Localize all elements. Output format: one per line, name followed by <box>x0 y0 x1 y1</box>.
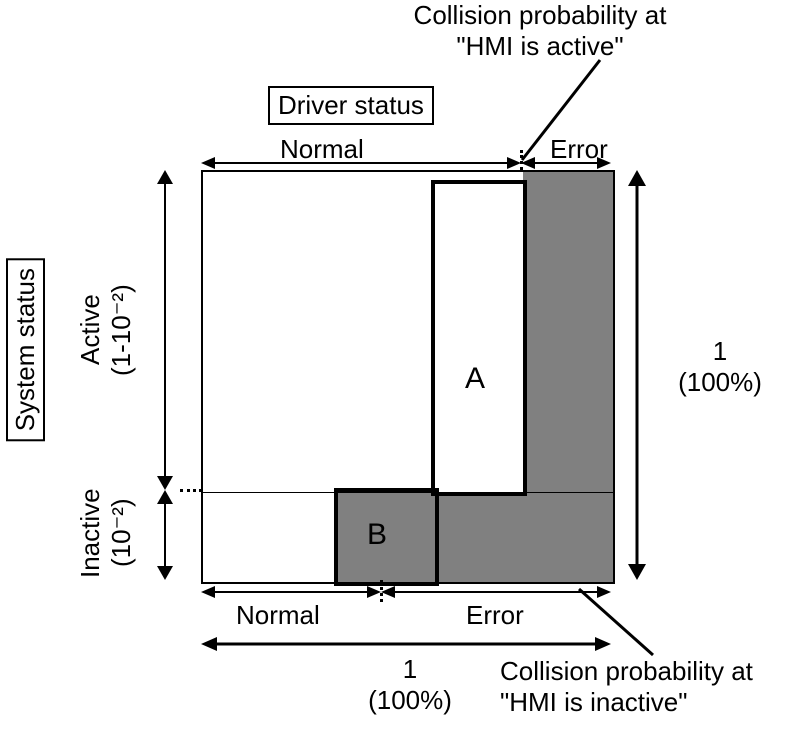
region-a-outline <box>431 180 527 496</box>
right-total-100: (100%) <box>678 367 762 397</box>
system-inactive-label: Inactive (10⁻²) <box>75 478 137 588</box>
bottom-total-label: 1 (100%) <box>350 654 470 716</box>
bottom-error-tick <box>380 580 383 602</box>
bottom-total-100: (100%) <box>368 685 452 715</box>
bottom-total-arrow <box>201 636 611 652</box>
top-normal-arrow <box>201 156 521 170</box>
inactive-word: Inactive <box>75 488 105 578</box>
inactive-value: (10⁻²) <box>106 499 136 568</box>
inactive-tick <box>180 489 202 492</box>
active-value: (1-10⁻²) <box>106 284 136 376</box>
right-total-label: 1 (100%) <box>660 336 780 398</box>
bottom-normal-arrow <box>201 585 381 599</box>
right-total-1: 1 <box>713 336 727 366</box>
bottom-total-1: 1 <box>403 654 417 684</box>
probability-square: A B <box>201 170 615 584</box>
bottom-annotation: Collision probability at "HMI is inactiv… <box>500 656 800 718</box>
driver-status-box: Driver status <box>268 86 434 125</box>
system-status-box: System status <box>6 258 45 441</box>
region-b-label: B <box>367 518 387 552</box>
bottom-normal-label: Normal <box>236 600 320 631</box>
bottom-error-label: Error <box>466 600 524 631</box>
active-word: Active <box>75 295 105 366</box>
region-a-label: A <box>465 362 485 396</box>
top-error-arrow <box>521 156 611 170</box>
error-col-top <box>523 172 613 492</box>
system-active-label: Active (1-10⁻²) <box>75 200 137 460</box>
right-total-arrow <box>624 170 650 580</box>
inactive-span-arrow <box>152 490 178 580</box>
bottom-pointer-line <box>573 585 663 660</box>
active-span-arrow <box>152 170 178 490</box>
top-annotation: Collision probability at "HMI is active" <box>300 0 780 62</box>
